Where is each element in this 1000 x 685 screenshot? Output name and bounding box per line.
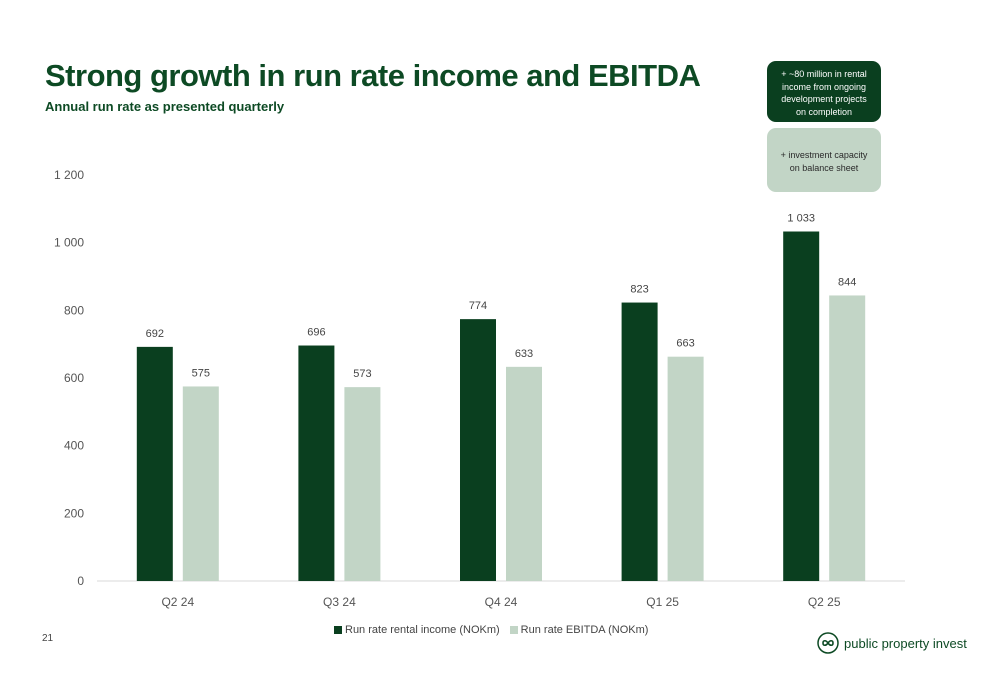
- data-label-ebitda: 573: [353, 368, 371, 380]
- bar-ebitda: [829, 295, 866, 581]
- data-label-income: 696: [307, 327, 325, 339]
- x-tick-label: Q3 24: [323, 595, 356, 609]
- x-tick-label: Q2 25: [808, 595, 841, 609]
- y-tick-label: 1 200: [54, 168, 84, 182]
- y-tick-label: 200: [64, 506, 84, 520]
- legend-label-ebitda: Run rate EBITDA (NOKm): [520, 624, 649, 636]
- bar-ebitda: [344, 387, 381, 581]
- y-tick-label: 800: [64, 303, 84, 317]
- data-label-income: 823: [630, 284, 648, 296]
- bar-ebitda: [667, 356, 704, 581]
- page-subtitle: Annual run rate as presented quarterly: [45, 99, 285, 114]
- bar-ebitda: [506, 366, 542, 581]
- bar-income: [783, 231, 820, 582]
- bar-income: [621, 302, 658, 581]
- chart-legend: Run rate rental income (NOKm) Run rate E…: [334, 624, 658, 636]
- bar-income: [460, 319, 496, 581]
- data-label-income: 692: [146, 328, 164, 340]
- callout-investment-capacity: + investment capacity on balance sheet: [767, 128, 881, 192]
- legend-swatch-ebitda: [509, 626, 518, 634]
- x-tick-label: Q2 24: [161, 595, 194, 609]
- data-label-ebitda: 663: [676, 338, 694, 350]
- bar-ebitda: [182, 386, 219, 581]
- y-tick-label: 400: [64, 439, 84, 453]
- data-label-ebitda: 575: [192, 367, 210, 379]
- y-tick-label: 1 000: [54, 236, 84, 250]
- data-label-income: 1 033: [787, 213, 815, 225]
- legend-item-income: Run rate rental income (NOKm): [334, 624, 500, 636]
- y-tick-label: 0: [77, 574, 84, 588]
- page-title: Strong growth in run rate income and EBI…: [45, 58, 701, 93]
- logo-text: public property invest: [844, 635, 967, 651]
- data-label-ebitda: 844: [838, 276, 856, 288]
- data-label-income: 774: [469, 300, 487, 312]
- data-label-ebitda: 633: [515, 348, 533, 360]
- x-tick-label: Q1 25: [646, 595, 679, 609]
- x-tick-label: Q4 24: [485, 595, 518, 609]
- y-tick-label: 600: [64, 371, 84, 385]
- bar-income: [136, 346, 173, 581]
- infinity-logo-icon: [817, 632, 839, 654]
- legend-swatch-income: [334, 626, 342, 634]
- page-number: 21: [42, 633, 54, 644]
- legend-item-ebitda: Run rate EBITDA (NOKm): [509, 624, 649, 636]
- bar-income: [298, 345, 335, 581]
- callout-development-projects: + ~80 million in rental income from ongo…: [767, 61, 881, 122]
- legend-label-income: Run rate rental income (NOKm): [345, 624, 500, 636]
- company-logo: public property invest: [817, 632, 967, 654]
